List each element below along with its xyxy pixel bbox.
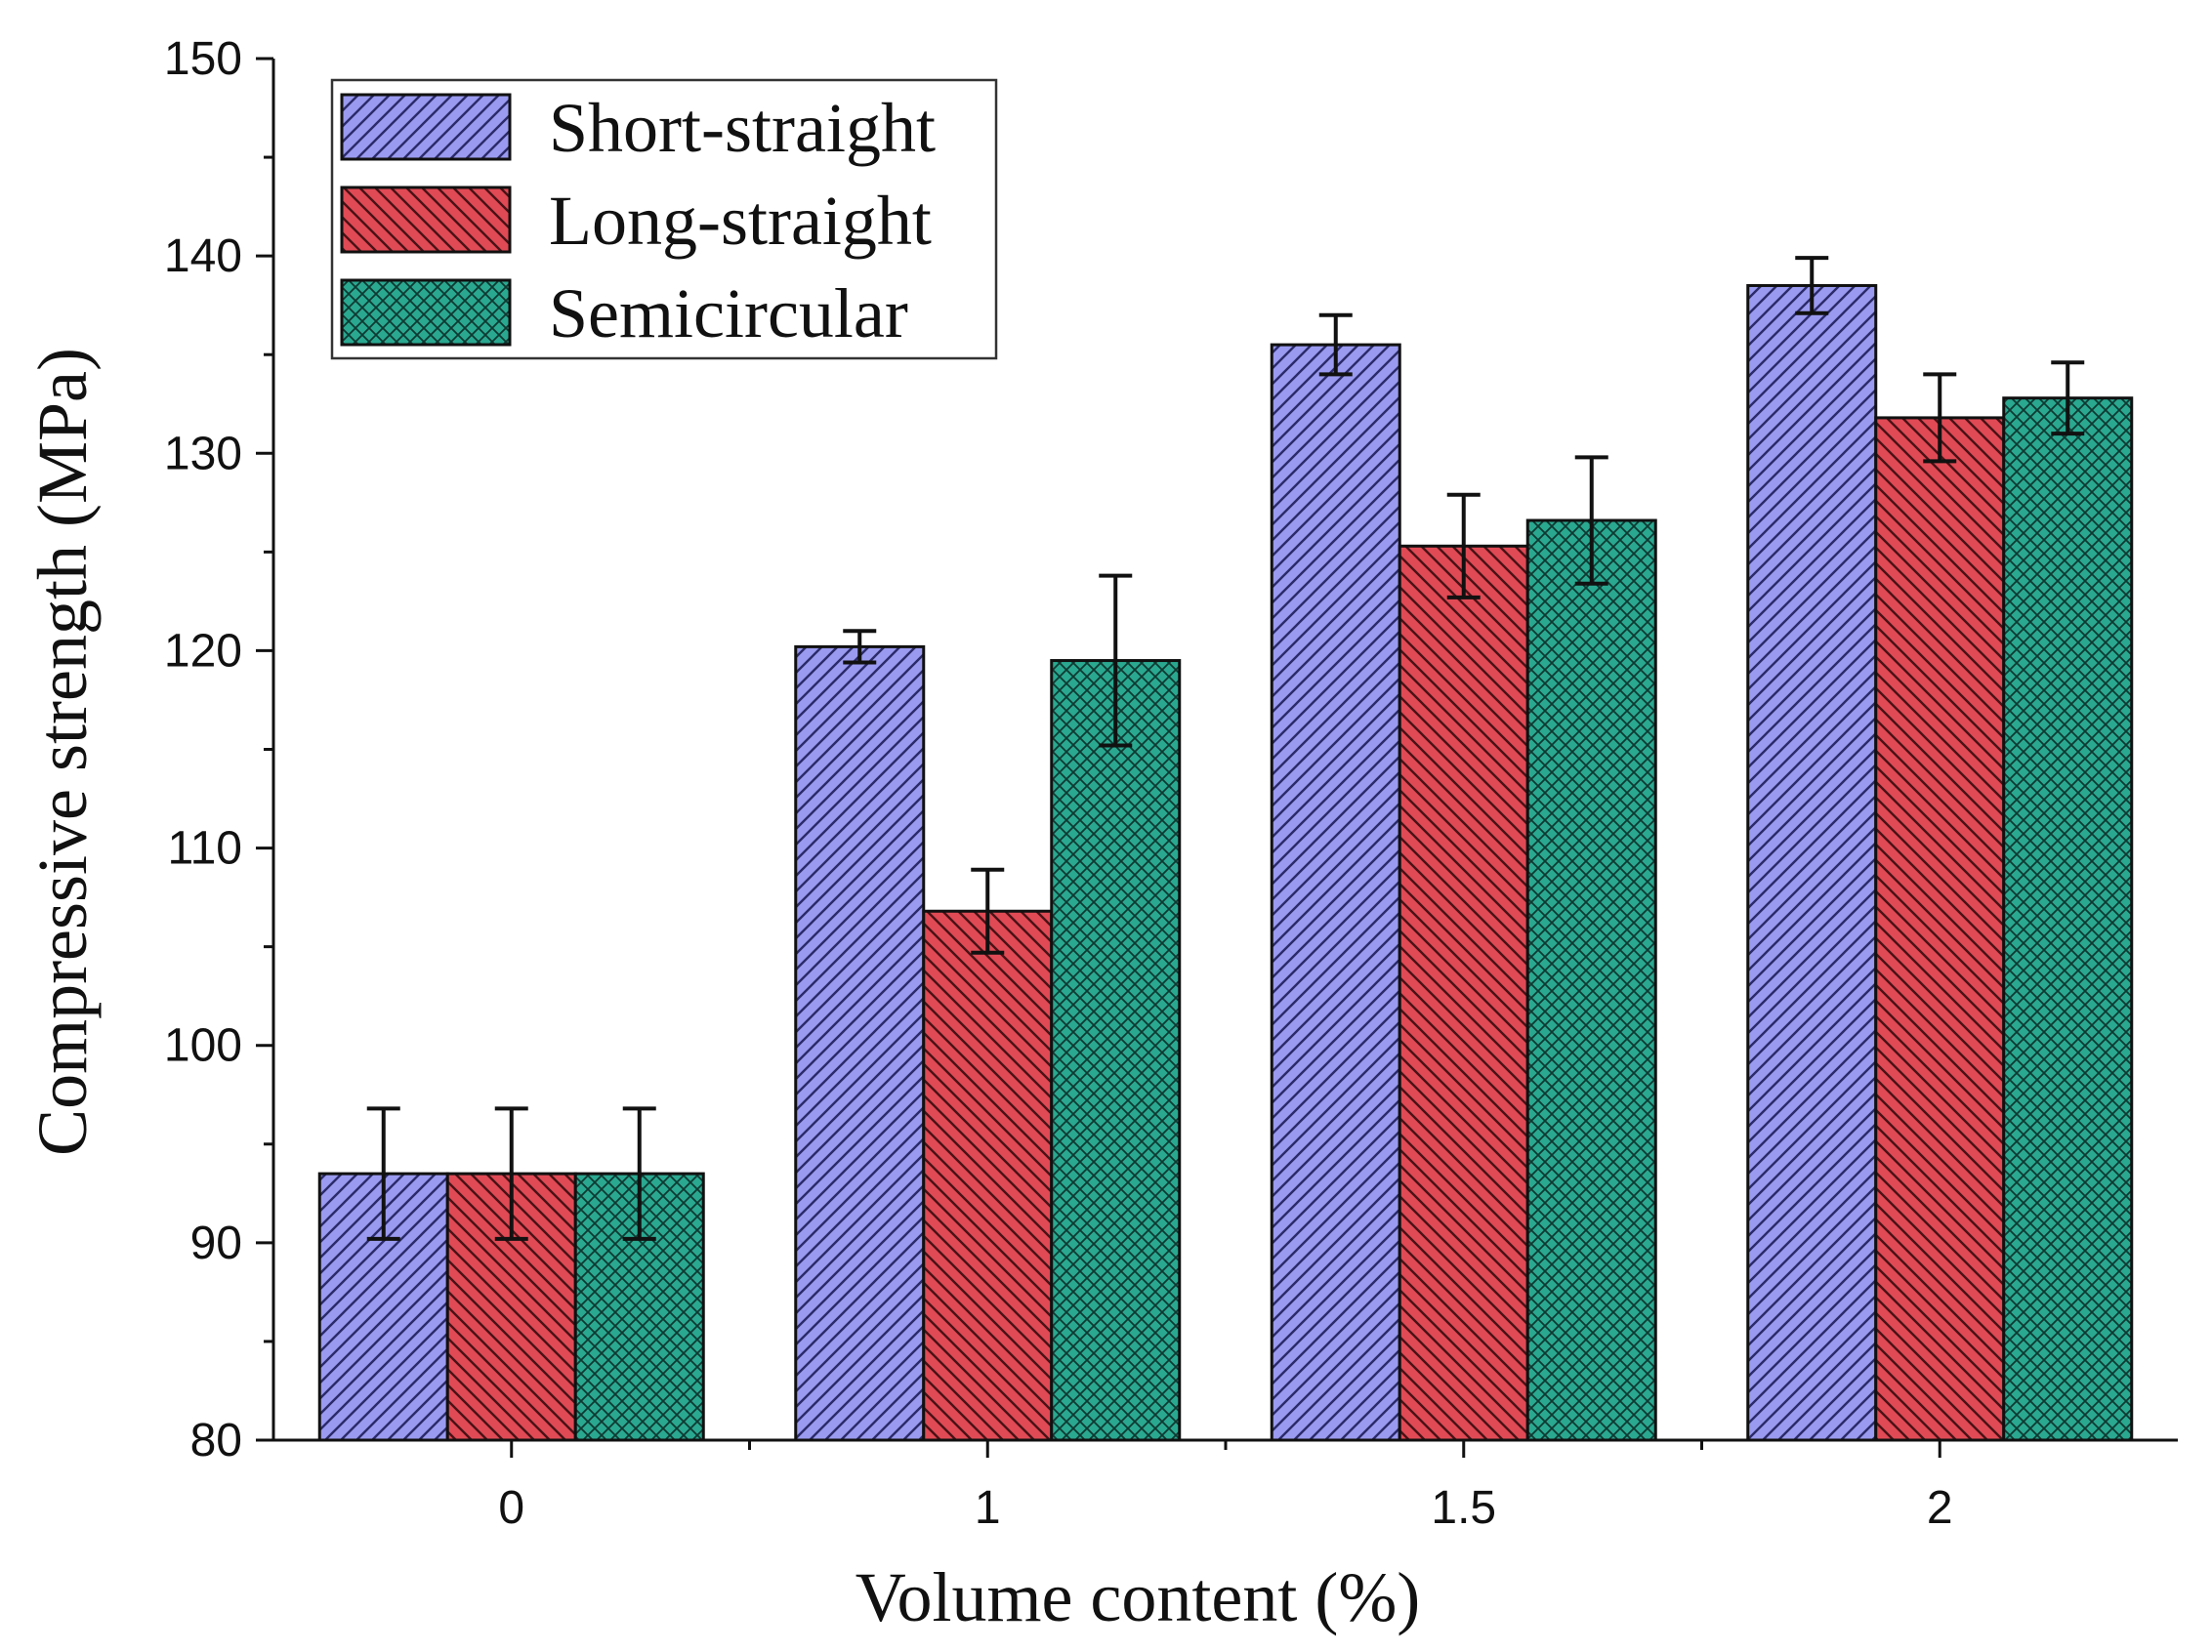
legend: Short-straight Long-straight Semicircula… — [330, 78, 998, 360]
error-bar-short-straight-2 — [1795, 256, 1829, 315]
y-axis-title: Compressive strength (MPa) — [23, 348, 102, 1156]
y-tick-label-100: 100 — [164, 1020, 242, 1072]
legend-swatch-short-straight — [340, 93, 512, 161]
y-tick-label-130: 130 — [164, 428, 242, 479]
y-tick-label-110: 110 — [167, 823, 242, 875]
bar-semicircular-1-5 — [1525, 518, 1657, 1442]
bar-short-straight-1 — [794, 644, 926, 1442]
error-bar-long-straight-1-5 — [1446, 492, 1481, 599]
bar-long-straight-1-5 — [1398, 544, 1529, 1442]
x-tick-label-1: 1 — [975, 1482, 1001, 1534]
error-bar-semicircular-1-5 — [1574, 455, 1608, 586]
error-bar-semicircular-2 — [2051, 360, 2085, 436]
y-tick-label-150: 150 — [164, 33, 242, 85]
y-tick-label-140: 140 — [164, 230, 242, 282]
x-tick-label-0: 0 — [498, 1482, 524, 1534]
error-bar-long-straight-2 — [1923, 372, 1957, 464]
error-bar-long-straight-1 — [971, 867, 1005, 955]
x-axis-title: Volume content (%) — [856, 1558, 1421, 1636]
x-tick-label-1-5: 1.5 — [1431, 1482, 1496, 1534]
y-tick-label-80: 80 — [190, 1415, 242, 1466]
error-bar-short-straight-1 — [843, 629, 877, 665]
bar-semicircular-1 — [1050, 659, 1182, 1442]
y-tick-label-120: 120 — [164, 625, 242, 677]
error-bar-semicircular-0 — [622, 1106, 656, 1241]
bars-layer — [317, 283, 2134, 1442]
legend-swatch-semicircular — [340, 278, 512, 347]
bar-long-straight-2 — [1874, 416, 2006, 1442]
legend-label-long-straight: Long-straight — [549, 182, 932, 260]
bar-short-straight-2 — [1746, 283, 1878, 1442]
error-bar-long-straight-0 — [494, 1106, 528, 1241]
error-bar-short-straight-1-5 — [1318, 312, 1353, 377]
y-axis-ticks: 80 90 100 110 120 130 140 150 — [164, 33, 273, 1466]
legend-label-semicircular: Semicircular — [549, 274, 908, 352]
bar-short-straight-1-5 — [1270, 343, 1401, 1442]
legend-swatch-long-straight — [340, 186, 512, 254]
error-bar-semicircular-1 — [1099, 573, 1133, 748]
bar-long-straight-1 — [922, 909, 1054, 1442]
legend-label-short-straight: Short-straight — [549, 89, 936, 167]
x-axis-ticks: 0 1 1.5 2 — [498, 1440, 1953, 1534]
x-tick-label-2: 2 — [1927, 1482, 1953, 1534]
error-bars-layer — [366, 256, 2085, 1241]
error-bar-short-straight-0 — [366, 1106, 400, 1241]
bar-semicircular-2 — [2002, 396, 2134, 1442]
y-tick-label-90: 90 — [190, 1218, 242, 1269]
